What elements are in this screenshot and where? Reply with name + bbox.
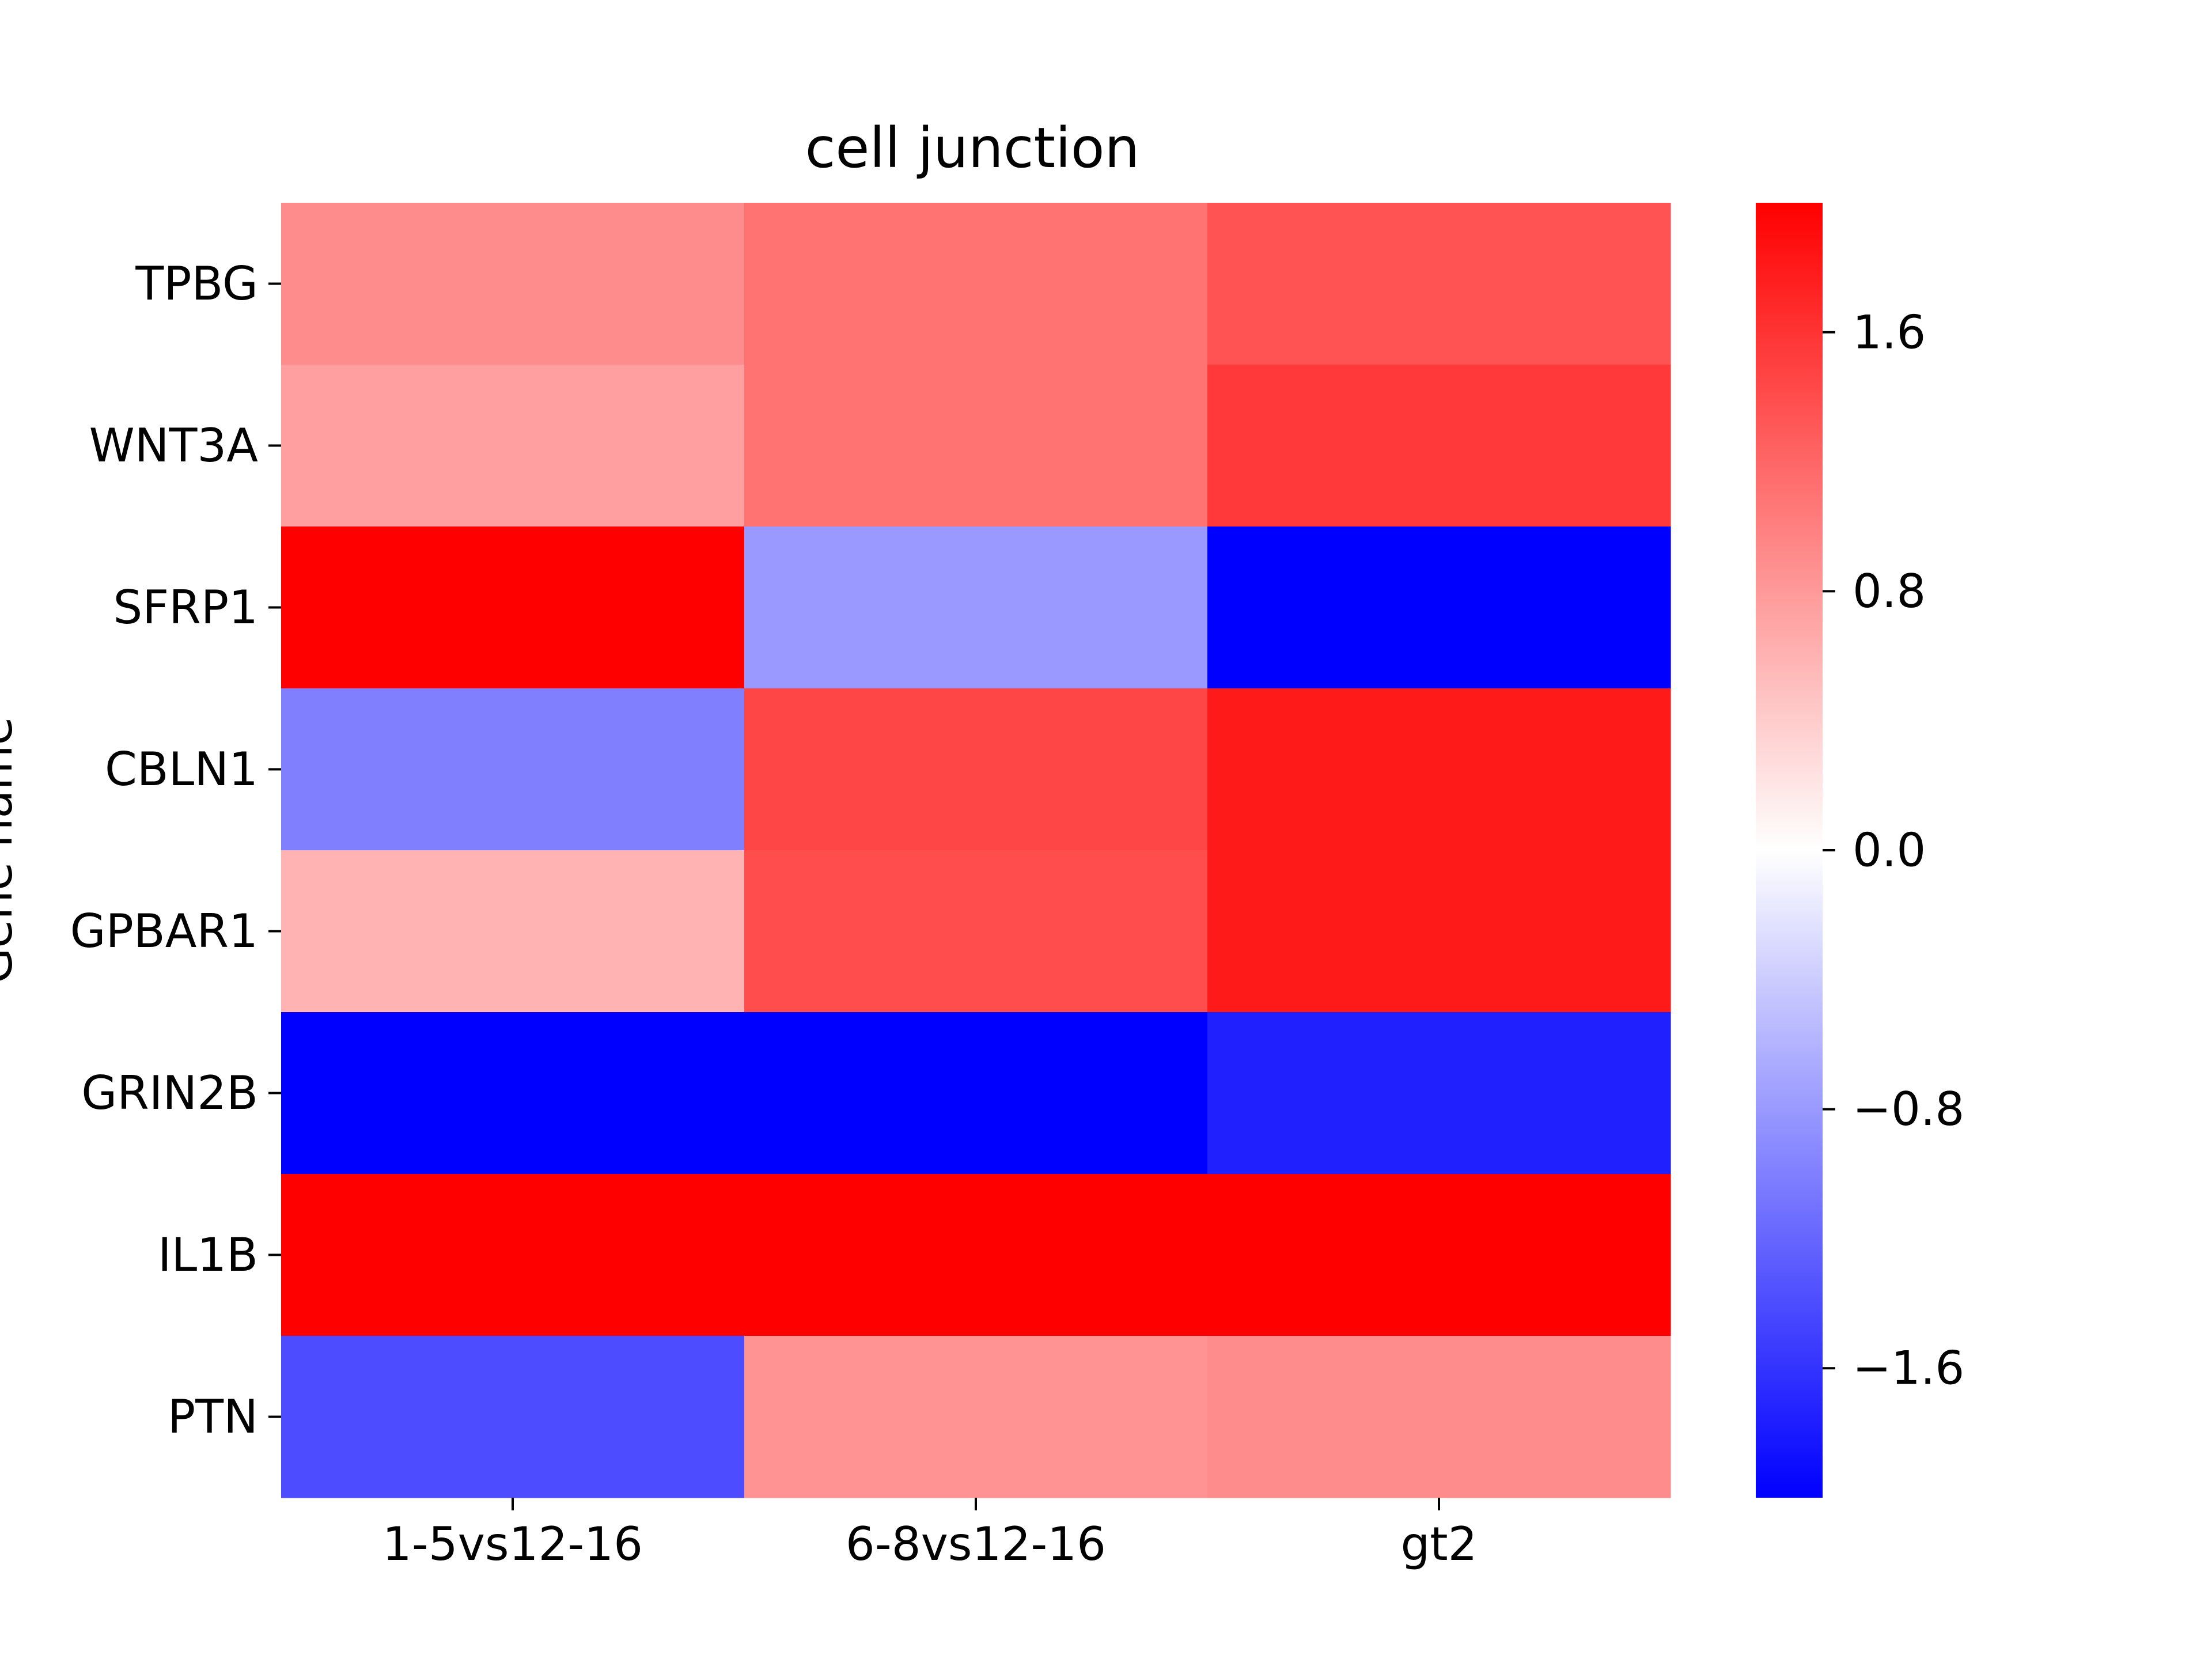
heatmap-cell <box>281 365 745 527</box>
heatmap-cell <box>744 527 1208 689</box>
heatmap-cell <box>1207 688 1671 851</box>
y-tick-label: GRIN2B <box>81 1066 258 1120</box>
colorbar-tick-label: 0.0 <box>1853 824 1926 877</box>
heatmap-cell <box>281 527 745 689</box>
y-tick-label: IL1B <box>158 1228 258 1282</box>
heatmap-cell <box>281 688 745 851</box>
y-tick-label: PTN <box>168 1390 258 1444</box>
colorbar-gradient <box>1756 203 1823 1498</box>
heatmap-cell <box>744 1174 1208 1336</box>
heatmap-cell <box>744 203 1208 365</box>
x-tick-label: gt2 <box>1400 1517 1477 1571</box>
y-tick-label: TPBG <box>135 257 258 310</box>
colorbar-tick-label: 0.8 <box>1853 565 1926 618</box>
heatmap-cell <box>1207 1012 1671 1175</box>
heatmap-cell <box>744 850 1208 1013</box>
colorbar-tick-label: 1.6 <box>1853 305 1926 359</box>
heatmap-cell <box>744 1012 1208 1175</box>
heatmap-cell <box>744 365 1208 527</box>
y-tick-label: GPBAR1 <box>70 904 258 958</box>
heatmap-cell <box>1207 203 1671 365</box>
colorbar-tick-label: −0.8 <box>1853 1082 1964 1136</box>
heatmap-cell <box>1207 365 1671 527</box>
heatmap-cell <box>1207 1336 1671 1498</box>
heatmap-cell <box>281 1336 745 1498</box>
x-tick-label: 6-8vs12-16 <box>846 1517 1106 1571</box>
x-axis: 1-5vs12-16 6-8vs12-16 gt2 <box>382 1498 1478 1571</box>
y-tick-label: SFRP1 <box>113 581 258 634</box>
y-tick-label: CBLN1 <box>105 743 258 796</box>
heatmap-cell <box>1207 527 1671 689</box>
y-axis: TPBG WNT3A SFRP1 CBLN1 GPBAR1 GRIN2B IL1B PTN <box>70 257 281 1444</box>
y-axis-label: Gene name <box>0 717 22 983</box>
y-tick-label: WNT3A <box>89 419 259 472</box>
heatmap-cell <box>1207 850 1671 1013</box>
x-tick-label: 1-5vs12-16 <box>382 1517 643 1571</box>
heatmap-cell <box>1207 1174 1671 1336</box>
colorbar: −1.6 −0.8 0.0 0.8 1.6 <box>1756 203 1964 1498</box>
heatmap-cell <box>281 1174 745 1336</box>
heatmap-cell <box>744 1336 1208 1498</box>
heatmap-cell <box>281 203 745 365</box>
heatmap-cell <box>281 850 745 1013</box>
colorbar-tick-label: −1.6 <box>1853 1342 1964 1395</box>
heatmap-cells <box>281 203 1671 1498</box>
heatmap-cell <box>744 688 1208 851</box>
chart-title: cell junction <box>805 116 1140 180</box>
heatmap-cell <box>281 1012 745 1175</box>
